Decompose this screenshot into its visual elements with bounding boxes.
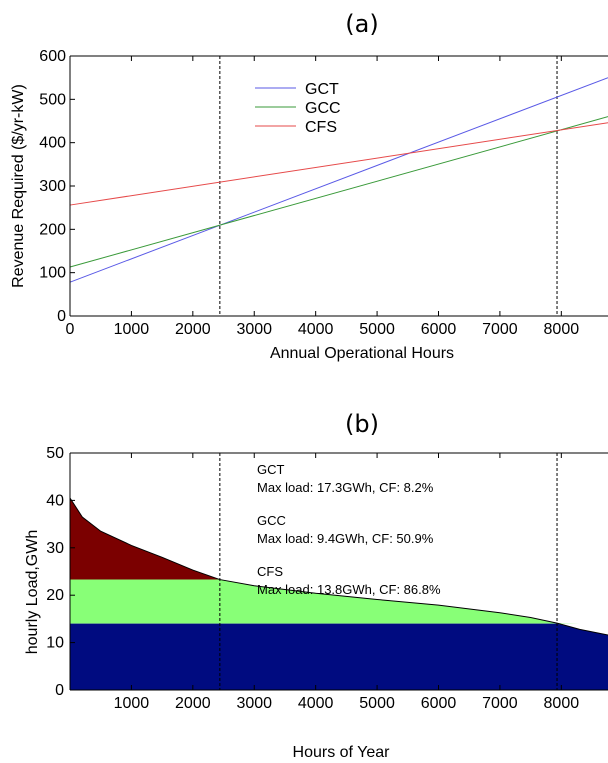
panel-a-y-label: Revenue Required ($/yr-kW) [10, 84, 27, 288]
panel-a-plot-area [69, 55, 608, 317]
annotation-cfs-name: CFS [257, 564, 283, 579]
panel-a-y-tick-label: 200 [39, 221, 66, 238]
panel-b-x-tick-label: 8000 [544, 695, 580, 712]
panel-b-plot-area [69, 452, 608, 691]
panel-a-x-tick-label: 1000 [114, 321, 150, 338]
panel-b-y-tick-label: 50 [46, 445, 64, 462]
annotation-gcc-detail: Max load: 9.4GWh, CF: 50.9% [257, 531, 434, 546]
panel-a-x-tick-label: 7000 [482, 321, 518, 338]
panel-b-y-tick-label: 20 [46, 587, 64, 604]
annotation-gcc-name: GCC [257, 513, 286, 528]
panel-a-title: (a) [345, 10, 378, 38]
panel-b-x-label: Hours of Year [293, 744, 391, 761]
panel-a-series-cfs-line [69, 122, 608, 206]
annotation-gct-detail: Max load: 17.3GWh, CF: 8.2% [257, 480, 434, 495]
annotation-cfs-detail: Max load: 13.8GWh, CF: 86.8% [257, 582, 441, 597]
panel-a-x-ticks: 0 1000 2000 3000 4000 5000 6000 7000 8000 [66, 56, 580, 338]
panel-a-x-tick-label: 2000 [175, 321, 211, 338]
panel-b-x-tick-label: 2000 [175, 695, 211, 712]
legend-label-gcc: GCC [305, 100, 341, 117]
panel-a-x-tick-label: 5000 [359, 321, 395, 338]
panel-a-x-tick-label: 3000 [236, 321, 272, 338]
panel-a-background [70, 56, 608, 316]
panel-a-x-label: Annual Operational Hours [270, 345, 454, 362]
panel-b-y-tick-label: 30 [46, 540, 64, 557]
panel-b-x-tick-label: 4000 [298, 695, 334, 712]
panel-a-x-tick-label: 6000 [421, 321, 457, 338]
panel-a-series-gcc-line [69, 116, 608, 268]
panel-b-y-label: hourly Load,GWh [24, 530, 41, 655]
panel-a-legend: GCT GCC CFS [255, 81, 341, 136]
panel-b-band-gcc [70, 579, 608, 624]
panel-a-series-gct-line [69, 77, 608, 283]
panel-a-y-tick-label: 100 [39, 265, 66, 282]
panel-b-band-cfs [70, 623, 608, 690]
legend-label-gct: GCT [305, 81, 339, 98]
panel-b-x-tick-label: 3000 [236, 695, 272, 712]
panel-a-y-tick-label: 400 [39, 135, 66, 152]
panel-b: (b) 1000 2000 3000 4000 5000 6000 7000 8000 0 10… [24, 410, 608, 761]
panel-a-y-tick-label: 0 [57, 308, 66, 325]
panel-a-y-tick-label: 300 [39, 178, 66, 195]
panel-b-title: (b) [345, 410, 379, 438]
panel-b-y-ticks: 0 10 20 30 40 50 [46, 445, 75, 699]
panel-b-x-tick-label: 7000 [482, 695, 518, 712]
panel-b-load-curve [69, 497, 608, 636]
panel-b-y-tick-label: 10 [46, 635, 64, 652]
panel-a-x-tick-label: 0 [66, 321, 75, 338]
legend-label-cfs: CFS [305, 119, 337, 136]
panel-a-y-tick-label: 600 [39, 48, 66, 65]
panel-a-x-tick-label: 4000 [298, 321, 334, 338]
panel-a-y-ticks: 0 100 200 300 400 500 600 [39, 48, 75, 325]
panel-b-x-tick-label: 6000 [421, 695, 457, 712]
annotation-gct-name: GCT [257, 462, 285, 477]
panel-a: (a) 0 1000 2000 3000 4000 5000 6000 7000 8000 0 1… [10, 10, 608, 362]
panel-b-band-gct [70, 498, 608, 580]
panel-b-x-tick-label: 5000 [359, 695, 395, 712]
panel-b-x-tick-label: 1000 [114, 695, 150, 712]
panel-b-x-ticks: 1000 2000 3000 4000 5000 6000 7000 8000 [114, 453, 580, 712]
panel-b-y-tick-label: 0 [55, 682, 64, 699]
panel-b-annotations: GCT Max load: 17.3GWh, CF: 8.2% GCC Max loa… [257, 462, 441, 597]
panel-b-y-tick-label: 40 [46, 492, 64, 509]
panel-a-x-tick-label: 8000 [544, 321, 580, 338]
panel-a-y-tick-label: 500 [39, 91, 66, 108]
